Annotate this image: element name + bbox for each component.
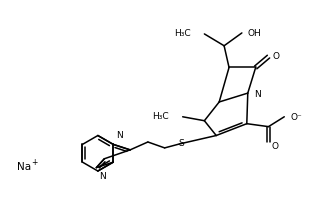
Text: O⁻: O⁻ xyxy=(290,113,302,122)
Text: OH: OH xyxy=(248,29,261,38)
Text: S: S xyxy=(179,139,184,148)
Text: +: + xyxy=(31,157,37,166)
Text: N: N xyxy=(254,89,260,98)
Text: Na: Na xyxy=(17,161,31,171)
Text: H₃C: H₃C xyxy=(174,29,191,38)
Text: N: N xyxy=(116,131,123,140)
Text: O: O xyxy=(271,141,278,150)
Text: O: O xyxy=(272,52,279,61)
Text: H₃C: H₃C xyxy=(152,112,169,121)
Text: N: N xyxy=(99,171,106,180)
